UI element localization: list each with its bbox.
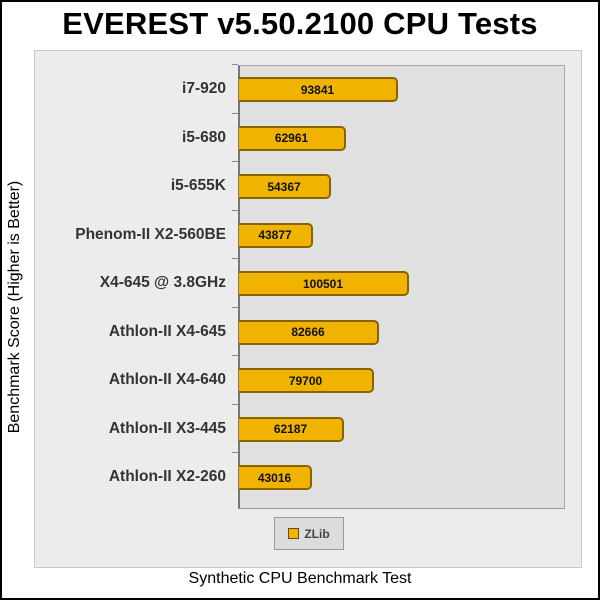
category-row: Athlon-II X2-260 [2, 453, 238, 501]
category-row: X4-645 @ 3.8GHz [2, 259, 238, 307]
category-row: i7-920 [2, 65, 238, 113]
category-row: i5-680 [2, 114, 238, 162]
bar: 93841 [239, 77, 398, 102]
bar: 79700 [239, 368, 374, 393]
category-label: i5-655K [170, 177, 226, 194]
axis-tick [232, 403, 238, 405]
bar: 43016 [239, 465, 312, 490]
axis-tick [232, 452, 238, 453]
legend-label: ZLib [304, 526, 330, 541]
axis-tick [232, 161, 238, 162]
legend: ZLib [274, 517, 344, 550]
category-label: Athlon-II X2-260 [108, 468, 226, 485]
category-label: Athlon-II X4-645 [108, 322, 226, 340]
category-label: X4-645 @ 3.8GHz [99, 274, 226, 291]
axis-tick [232, 258, 238, 259]
legend-swatch-icon [288, 528, 300, 539]
category-label: i7-920 [182, 80, 226, 97]
category-row: Athlon-II X4-645 [2, 308, 238, 356]
category-label: Phenom-II X2-560BE [75, 225, 226, 243]
bar: 62187 [239, 416, 344, 442]
category-label: i5-680 [182, 128, 226, 146]
axis-tick [232, 209, 238, 211]
category-row: Athlon-II X3-445 [2, 405, 238, 453]
bar: 100501 [239, 271, 409, 296]
axis-tick [232, 64, 238, 65]
x-axis-label: Synthetic CPU Benchmark Test [188, 570, 412, 587]
chart-title: EVEREST v5.50.2100 CPU Tests [62, 6, 538, 41]
category-row: Phenom-II X2-560BE [2, 211, 238, 259]
axis-tick [232, 306, 238, 308]
bar: 54367 [239, 174, 331, 199]
bar: 82666 [239, 319, 379, 345]
bar: 43877 [239, 222, 313, 248]
axis-tick [232, 112, 238, 114]
axis-tick [232, 355, 238, 356]
category-row: Athlon-II X4-640 [2, 356, 238, 404]
bar: 62961 [239, 125, 346, 151]
category-label: Athlon-II X3-445 [108, 419, 226, 437]
category-row: i5-655K [2, 162, 238, 210]
category-label: Athlon-II X4-640 [108, 371, 226, 388]
